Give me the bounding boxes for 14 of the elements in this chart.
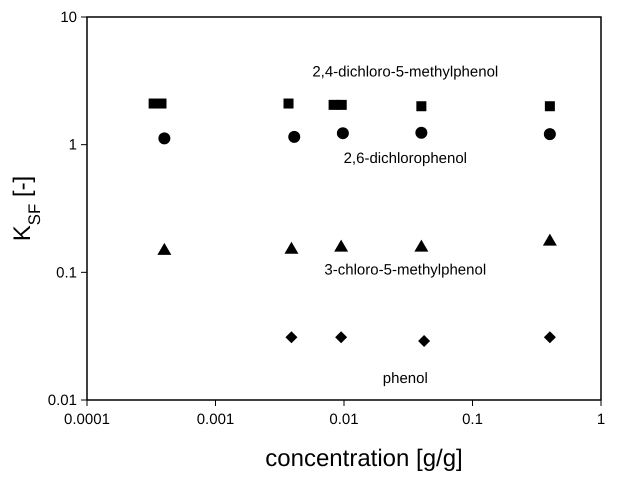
- x-tick-label: 0.0001: [64, 411, 110, 428]
- y-tick-label: 1: [68, 136, 77, 154]
- series-label: 2,4-dichloro-5-methylphenol: [312, 64, 498, 81]
- series-label: 2,6-dichlorophenol: [344, 150, 468, 168]
- series-label: 3-chloro-5-methylphenol: [324, 262, 486, 279]
- x-tick-label: 0.001: [196, 411, 234, 428]
- y-tick-label: 0.1: [56, 264, 77, 282]
- x-axis-title: concentration [g/g]: [265, 445, 463, 472]
- y-tick-label: 10: [60, 9, 77, 26]
- y-tick-label: 0.01: [48, 392, 77, 409]
- x-tick-label: 0.01: [329, 411, 359, 428]
- x-tick-label: 1: [596, 411, 606, 428]
- series-label: phenol: [382, 370, 428, 388]
- x-tick-label: 0.1: [462, 411, 483, 428]
